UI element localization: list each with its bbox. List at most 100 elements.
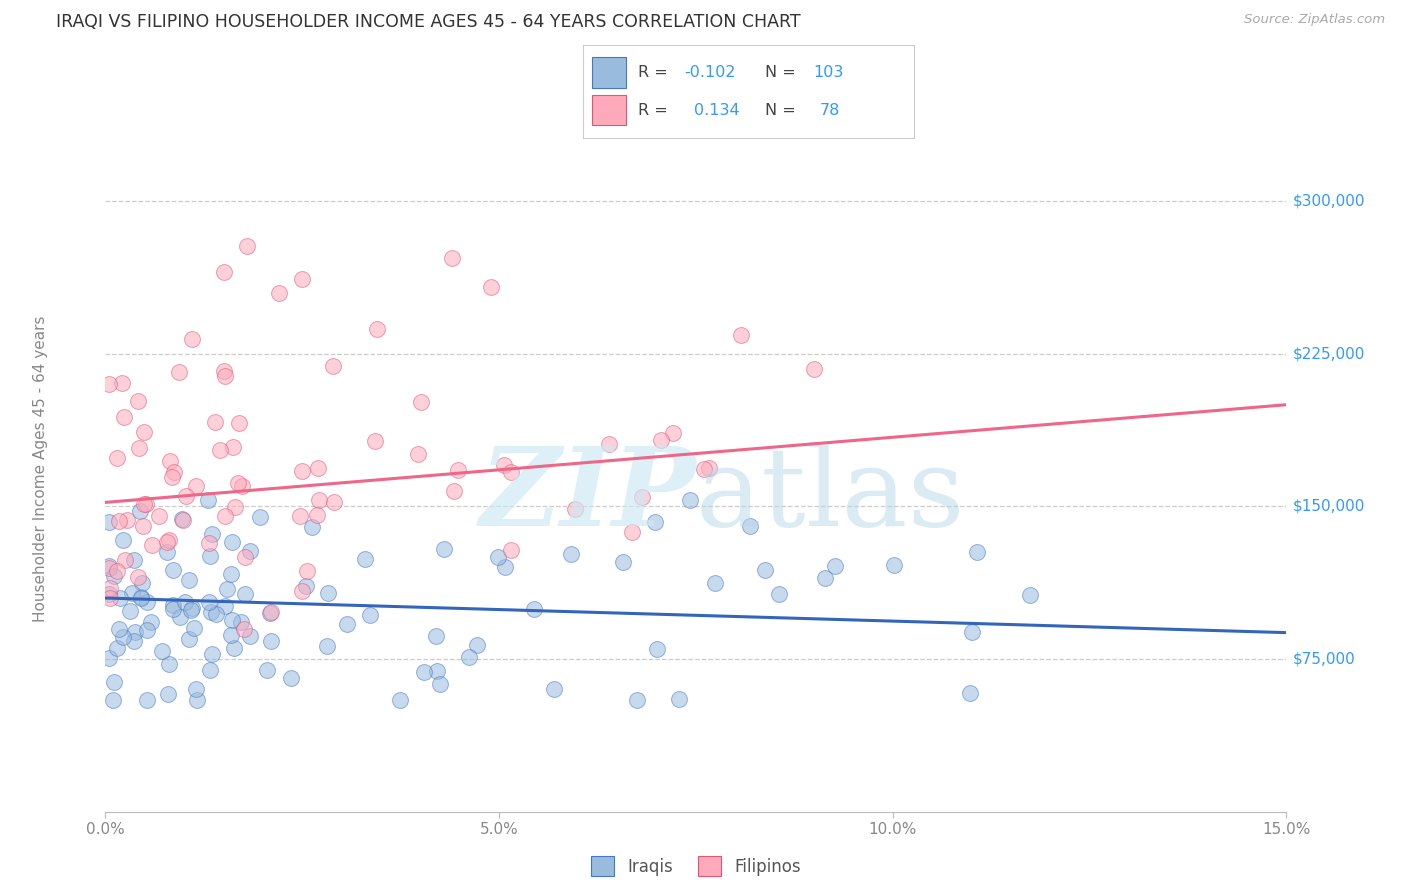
Point bbox=[824, 559, 846, 574]
Point bbox=[239, 630, 262, 644]
Point bbox=[127, 393, 149, 408]
Point bbox=[115, 513, 138, 527]
Point bbox=[447, 463, 470, 477]
Point bbox=[308, 493, 330, 508]
Point bbox=[198, 663, 221, 677]
Point bbox=[219, 566, 242, 581]
Point bbox=[307, 461, 329, 475]
Point bbox=[169, 365, 191, 379]
Point bbox=[174, 489, 197, 503]
Point bbox=[212, 265, 235, 279]
Point bbox=[412, 665, 434, 679]
Point bbox=[180, 603, 202, 617]
Point bbox=[148, 508, 170, 523]
Point bbox=[103, 675, 125, 690]
Point bbox=[112, 410, 135, 425]
Point bbox=[162, 601, 184, 615]
Point bbox=[177, 573, 200, 587]
Point bbox=[114, 553, 136, 567]
Point bbox=[499, 465, 522, 479]
Point bbox=[172, 512, 194, 526]
Text: ZIP: ZIP bbox=[479, 442, 696, 549]
Point bbox=[105, 640, 128, 655]
Point bbox=[425, 628, 447, 642]
Point bbox=[693, 461, 716, 475]
Point bbox=[156, 687, 179, 701]
Point bbox=[962, 625, 984, 640]
Point bbox=[457, 650, 479, 665]
Point bbox=[197, 536, 219, 550]
Point bbox=[239, 543, 262, 558]
Point bbox=[139, 615, 162, 630]
Text: Source: ZipAtlas.com: Source: ZipAtlas.com bbox=[1244, 13, 1385, 27]
Point bbox=[322, 359, 344, 373]
Point bbox=[631, 490, 654, 504]
Point bbox=[966, 545, 988, 559]
Point bbox=[406, 447, 429, 461]
Point bbox=[135, 624, 157, 638]
Text: IRAQI VS FILIPINO HOUSEHOLDER INCOME AGES 45 - 64 YEARS CORRELATION CHART: IRAQI VS FILIPINO HOUSEHOLDER INCOME AGE… bbox=[56, 13, 801, 31]
Text: $150,000: $150,000 bbox=[1292, 499, 1365, 514]
Point bbox=[280, 671, 302, 685]
Point bbox=[156, 535, 179, 549]
Bar bbox=[592, 95, 627, 126]
Point bbox=[494, 458, 516, 473]
Point bbox=[162, 598, 184, 612]
Text: N =: N = bbox=[765, 103, 796, 118]
Point bbox=[111, 376, 134, 390]
Text: 103: 103 bbox=[813, 65, 844, 80]
Point bbox=[359, 608, 381, 623]
Bar bbox=[592, 57, 627, 88]
Text: R =: R = bbox=[638, 65, 668, 80]
Point bbox=[486, 549, 509, 564]
Point bbox=[129, 591, 152, 606]
Point bbox=[184, 682, 207, 697]
Point bbox=[169, 610, 191, 624]
Point bbox=[105, 451, 128, 466]
Point bbox=[644, 515, 666, 529]
Point bbox=[110, 591, 132, 605]
Point bbox=[768, 587, 790, 601]
Point bbox=[183, 621, 205, 635]
Point bbox=[214, 599, 236, 613]
Point bbox=[740, 519, 762, 533]
Legend: Iraqis, Filipinos: Iraqis, Filipinos bbox=[583, 850, 808, 882]
Point bbox=[129, 504, 152, 518]
Point bbox=[479, 279, 502, 293]
Point bbox=[697, 460, 720, 475]
Point bbox=[131, 576, 153, 591]
Point bbox=[177, 632, 200, 646]
Point bbox=[157, 657, 180, 672]
Point bbox=[101, 693, 124, 707]
Point bbox=[662, 425, 685, 440]
Point bbox=[288, 509, 311, 524]
Point bbox=[98, 587, 121, 601]
Point bbox=[429, 677, 451, 691]
Point bbox=[523, 602, 546, 616]
Point bbox=[98, 515, 121, 529]
Point bbox=[267, 285, 290, 300]
Point bbox=[157, 533, 180, 547]
Point bbox=[163, 465, 186, 479]
Text: $225,000: $225,000 bbox=[1292, 346, 1365, 361]
Point bbox=[162, 563, 184, 577]
Point bbox=[433, 541, 456, 556]
Point bbox=[883, 558, 905, 572]
Point bbox=[409, 395, 432, 409]
Point bbox=[219, 627, 242, 641]
Point bbox=[107, 623, 129, 637]
Point bbox=[259, 606, 281, 620]
Point bbox=[598, 437, 620, 451]
Point bbox=[103, 569, 125, 583]
Point bbox=[186, 693, 208, 707]
Point bbox=[159, 454, 181, 468]
Point bbox=[198, 549, 221, 564]
Point bbox=[291, 271, 314, 285]
Point bbox=[121, 586, 143, 600]
Point bbox=[305, 508, 328, 523]
Point bbox=[208, 443, 231, 458]
Point bbox=[200, 605, 222, 619]
Text: Householder Income Ages 45 - 64 years: Householder Income Ages 45 - 64 years bbox=[32, 315, 48, 622]
Point bbox=[564, 502, 586, 516]
Point bbox=[222, 440, 245, 454]
